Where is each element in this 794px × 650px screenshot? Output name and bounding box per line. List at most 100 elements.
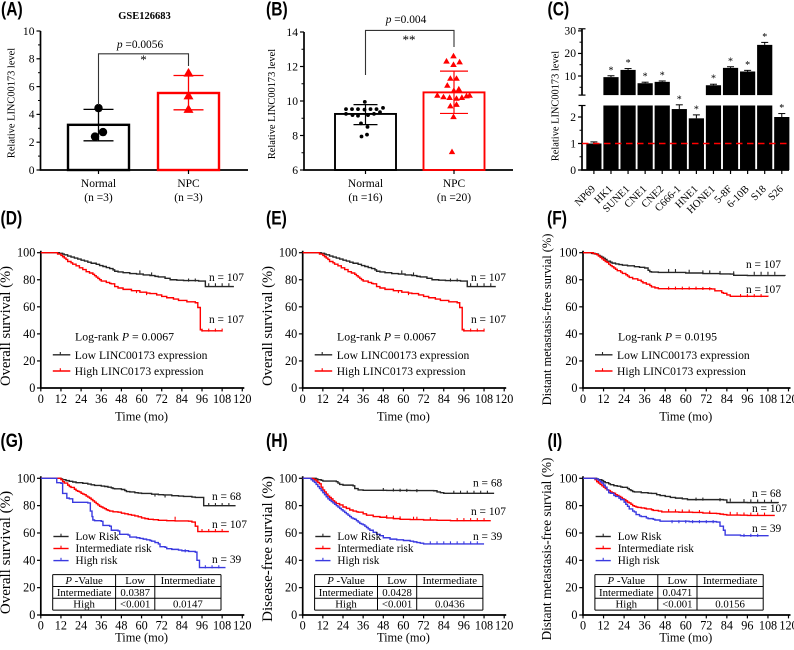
svg-text:(B): (B): [266, 0, 288, 20]
svg-text:100: 100: [559, 246, 577, 260]
svg-text:0: 0: [29, 164, 35, 177]
svg-text:80: 80: [565, 273, 577, 287]
svg-text:12: 12: [317, 392, 329, 406]
svg-text:120: 120: [233, 392, 251, 406]
svg-text:2: 2: [570, 111, 576, 124]
svg-text:36: 36: [95, 392, 107, 406]
svg-text:96: 96: [741, 392, 753, 406]
svg-text:0: 0: [580, 619, 586, 633]
svg-text:60: 60: [565, 300, 577, 314]
svg-text:P -Value: P -Value: [607, 575, 646, 587]
svg-text:120: 120: [779, 619, 794, 633]
svg-text:(E): (E): [266, 207, 287, 229]
svg-text:60: 60: [136, 392, 148, 406]
svg-text:Low Risk: Low Risk: [618, 531, 662, 543]
svg-text:*: *: [728, 56, 733, 67]
svg-text:*: *: [694, 104, 699, 115]
svg-text:0: 0: [291, 608, 297, 622]
svg-text:36: 36: [357, 619, 369, 633]
svg-text:Normal: Normal: [81, 178, 116, 190]
svg-text:High LINC0173 expression: High LINC0173 expression: [337, 365, 466, 378]
svg-text:6: 6: [29, 80, 35, 93]
svg-text:100: 100: [279, 246, 297, 260]
svg-text:Intermediate: Intermediate: [161, 575, 216, 587]
svg-text:100: 100: [559, 471, 577, 485]
svg-text:80: 80: [285, 273, 297, 287]
svg-text:(I): (I): [548, 429, 563, 451]
svg-text:80: 80: [23, 499, 35, 513]
svg-text:24: 24: [75, 619, 87, 633]
svg-text:*: *: [626, 58, 631, 69]
svg-text:GSE126683: GSE126683: [118, 11, 171, 22]
svg-text:Time (mo): Time (mo): [377, 631, 430, 645]
svg-text:(G): (G): [1, 429, 24, 451]
svg-text:80: 80: [23, 273, 35, 287]
svg-text:Normal: Normal: [348, 178, 383, 190]
svg-text:Intermediate: Intermediate: [423, 575, 478, 587]
svg-text:Distant metastasis-free survia: Distant metastasis-free survial (%): [540, 234, 554, 406]
svg-text:Intermediate: Intermediate: [319, 587, 374, 599]
svg-text:n = 107: n = 107: [471, 314, 506, 326]
svg-text:12: 12: [317, 619, 329, 633]
svg-text:Distant metastasis-free survia: Distant metastasis-free survial (%): [539, 458, 554, 641]
svg-text:96: 96: [196, 619, 208, 633]
svg-text:60: 60: [285, 300, 297, 314]
svg-text:12: 12: [597, 619, 609, 633]
svg-text:108: 108: [475, 619, 493, 633]
svg-text:84: 84: [721, 619, 733, 633]
svg-text:(H): (H): [266, 429, 288, 451]
svg-text:Time (mo): Time (mo): [377, 410, 430, 424]
svg-text:*: *: [711, 74, 716, 85]
svg-text:12: 12: [286, 60, 298, 73]
svg-text:High risk: High risk: [618, 555, 660, 567]
svg-text:NPC: NPC: [177, 178, 200, 190]
svg-text:0.0436: 0.0436: [435, 599, 465, 611]
svg-text:12: 12: [55, 619, 67, 633]
svg-text:12: 12: [597, 392, 609, 406]
svg-text:20: 20: [285, 581, 297, 595]
svg-text:4: 4: [29, 108, 35, 121]
svg-text:108: 108: [475, 392, 493, 406]
svg-text:Low Risk: Low Risk: [76, 531, 120, 543]
svg-text:40: 40: [565, 553, 577, 567]
svg-text:36: 36: [639, 392, 651, 406]
svg-text:48: 48: [115, 392, 127, 406]
svg-text:60: 60: [680, 619, 692, 633]
svg-text:n = 39: n = 39: [212, 554, 242, 566]
svg-text:n = 39: n = 39: [473, 531, 503, 543]
svg-text:84: 84: [176, 392, 188, 406]
svg-text:n = 68: n = 68: [473, 478, 503, 490]
svg-text:Log-rank P = 0.0067: Log-rank P = 0.0067: [337, 330, 436, 344]
svg-text:n = 107: n = 107: [471, 272, 506, 284]
svg-text:72: 72: [418, 392, 430, 406]
svg-text:0.0147: 0.0147: [173, 599, 203, 611]
svg-text:0: 0: [29, 381, 35, 395]
svg-text:80: 80: [285, 499, 297, 513]
svg-text:Low LINC00173 expression: Low LINC00173 expression: [75, 349, 208, 362]
svg-text:108: 108: [759, 392, 777, 406]
svg-text:Overall survival (%): Overall survival (%): [260, 266, 276, 386]
svg-text:Intermediate: Intermediate: [57, 587, 112, 599]
svg-text:120: 120: [495, 392, 513, 406]
svg-text:100: 100: [279, 471, 297, 485]
svg-text:96: 96: [458, 392, 470, 406]
svg-text:(n =16): (n =16): [348, 192, 382, 204]
svg-text:60: 60: [397, 392, 409, 406]
svg-text:60: 60: [565, 526, 577, 540]
svg-text:n = 107: n = 107: [209, 272, 244, 284]
svg-text:*: *: [677, 94, 682, 105]
svg-text:108: 108: [759, 619, 777, 633]
svg-text:0: 0: [38, 392, 44, 406]
svg-text:Disease-free survial (%): Disease-free survial (%): [260, 476, 276, 622]
svg-text:p =0.004: p =0.004: [385, 14, 427, 26]
svg-text:36: 36: [357, 392, 369, 406]
svg-text:24: 24: [337, 619, 349, 633]
svg-text:n = 68: n = 68: [212, 491, 242, 503]
svg-text:0.0156: 0.0156: [715, 599, 745, 611]
svg-text:Overall survival (%): Overall survival (%): [0, 266, 14, 386]
svg-text:60: 60: [397, 619, 409, 633]
svg-text:(n =20): (n =20): [437, 192, 471, 204]
svg-text:72: 72: [700, 392, 712, 406]
svg-text:48: 48: [115, 619, 127, 633]
svg-text:Time (mo): Time (mo): [659, 410, 712, 424]
